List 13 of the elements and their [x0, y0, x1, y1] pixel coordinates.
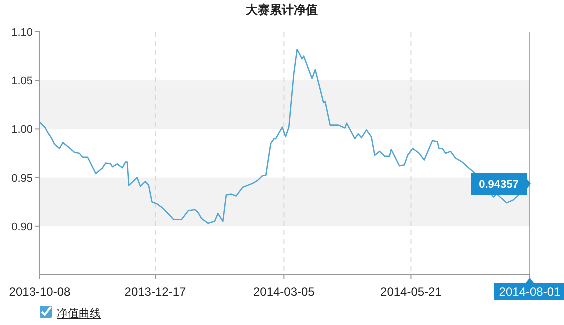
x-tick-label: 2014-03-05 — [253, 285, 316, 299]
y-tick-label: 0.90 — [12, 221, 33, 234]
x-tick-label: 2013-12-17 — [124, 285, 186, 299]
annotation: 0.94357 — [479, 179, 519, 192]
x-tick-label: 2014-05-21 — [380, 285, 442, 299]
legend-label: 净值曲线 — [57, 307, 101, 320]
x-tick-label: 2013-10-08 — [9, 285, 72, 299]
y-tick-label: 1.00 — [12, 124, 33, 136]
y-tick-label: 0.95 — [12, 172, 33, 185]
y-tick-label: 1.05 — [12, 76, 33, 88]
x-tick-label: 2014-08-01 — [499, 285, 562, 299]
chart-title: 大赛累计净值 — [246, 3, 318, 17]
y-tick-label: 1.10 — [12, 27, 33, 39]
